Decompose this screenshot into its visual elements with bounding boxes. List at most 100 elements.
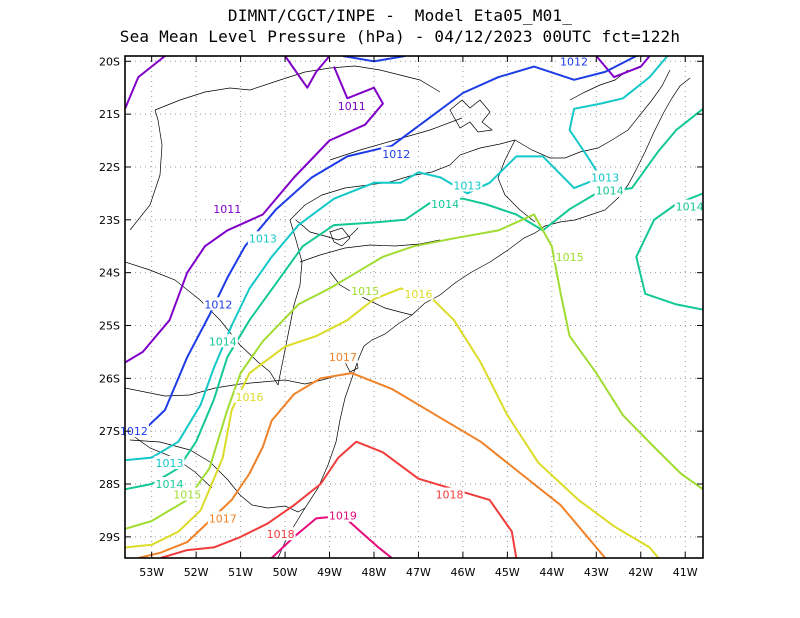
isobar-label-bg <box>430 196 461 210</box>
tick-label-y: 21S <box>99 108 120 121</box>
tick-label-y: 27S <box>99 425 120 438</box>
state-border-go-mg <box>249 65 441 93</box>
isobar-label-1013: 1013 <box>453 179 481 192</box>
isobar-label-bg <box>554 249 585 263</box>
isobar-label-bg <box>381 146 412 160</box>
isobar-label-bg <box>118 424 149 438</box>
isobar-label-1014: 1014 <box>431 198 459 211</box>
tick-label-y: 23S <box>99 214 120 227</box>
river-grande <box>329 117 463 161</box>
isobar-label-1014: 1014 <box>209 335 237 348</box>
tick-label-y: 28S <box>99 478 120 491</box>
tick-label-y: 24S <box>99 267 120 280</box>
tick-label-x: 44W <box>539 566 564 579</box>
tick-label-x: 43W <box>584 566 609 579</box>
tick-label-x: 45W <box>495 566 520 579</box>
tick-label-x: 52W <box>184 566 209 579</box>
tick-label-x: 50W <box>273 566 298 579</box>
isobar-1011 <box>125 66 384 364</box>
tick-label-y: 20S <box>99 55 120 68</box>
border-ms-sp <box>295 219 359 241</box>
isobar-label-1012: 1012 <box>560 55 588 68</box>
tick-label-x: 49W <box>317 566 342 579</box>
state-border-mg-rj <box>514 69 671 159</box>
isobar-1016 <box>125 287 660 558</box>
isobar-label-bg <box>327 350 358 364</box>
isobar-label-bg <box>594 183 625 197</box>
paraguay-border <box>125 261 279 386</box>
isobar-1015 <box>125 213 703 530</box>
isobar-1011 <box>284 56 331 89</box>
isobar-label-1015: 1015 <box>173 489 201 502</box>
isobar-1012 <box>125 56 637 435</box>
tick-label-y: 26S <box>99 372 120 385</box>
isobar-label-bg <box>452 178 483 192</box>
isobar-label-1015: 1015 <box>556 251 584 264</box>
tick-label-x: 41W <box>673 566 698 579</box>
border-parana-river <box>277 219 303 386</box>
state-border-pr-sc <box>189 372 351 396</box>
isobar-label-1014: 1014 <box>676 201 704 214</box>
coastline <box>411 77 691 316</box>
isobar-1011 <box>595 56 651 79</box>
isobar-label-1011: 1011 <box>338 100 366 113</box>
isobar-1018 <box>160 440 518 558</box>
river-tiete <box>299 239 441 263</box>
state-border-ms-go <box>154 87 251 111</box>
isobar-label-1013: 1013 <box>249 232 277 245</box>
isobar-label-bg <box>403 286 434 300</box>
isobar-label-1018: 1018 <box>436 489 464 502</box>
isobar-label-bg <box>590 170 621 184</box>
isobar-label-bg <box>207 334 238 348</box>
state-border-sp-rj <box>497 139 536 223</box>
isobar-label-bg <box>212 202 243 216</box>
tick-label-y: 29S <box>99 531 120 544</box>
tick-label-x: 42W <box>628 566 653 579</box>
chart-subtitle: Sea Mean Level Pressure (hPa) - 04/12/20… <box>119 27 681 46</box>
plot-frame <box>124 55 704 559</box>
isobar-label-1012: 1012 <box>382 148 410 161</box>
isobar-label-bg <box>247 231 278 245</box>
isobar-label-bg <box>154 477 185 491</box>
isobar-label-bg <box>265 527 296 541</box>
isobar-1013 <box>125 56 669 462</box>
isobar-label-bg <box>234 389 265 403</box>
tick-label-x: 47W <box>406 566 431 579</box>
argentina-border <box>125 387 191 397</box>
political-boundaries <box>125 65 691 558</box>
tick-label-x: 48W <box>362 566 387 579</box>
isobar-label-1015: 1015 <box>351 285 379 298</box>
state-border-mg-sp <box>289 139 516 221</box>
tick-label-x: 53W <box>139 566 164 579</box>
isobar-label-1018: 1018 <box>267 528 295 541</box>
tick-label-x: 51W <box>228 566 253 579</box>
isobar-label-bg <box>674 199 705 213</box>
isobar-label-1016: 1016 <box>235 391 263 404</box>
isobar-label-bg <box>203 297 234 311</box>
tick-label-y: 22S <box>99 161 120 174</box>
isobar-label-bg <box>350 284 381 298</box>
isobar-label-bg <box>336 99 367 113</box>
isobar-label-1012: 1012 <box>204 298 232 311</box>
isobar-1011 <box>125 56 166 110</box>
isobar-label-1012: 1012 <box>120 425 148 438</box>
tick-label-x: 46W <box>450 566 475 579</box>
isobar-label-1011: 1011 <box>213 203 241 216</box>
isobar-1017 <box>138 372 606 558</box>
isobar-label-1017: 1017 <box>209 512 237 525</box>
reservoir-sp <box>329 227 351 247</box>
border-west <box>129 109 163 231</box>
isobar-label-1014: 1014 <box>596 185 624 198</box>
mg-interior-border <box>569 69 629 101</box>
isobar-label-bg <box>559 54 590 68</box>
isobar-label-1016: 1016 <box>404 288 432 301</box>
isobar-lines <box>125 56 703 558</box>
isobar-label-bg <box>434 487 465 501</box>
axis-ticks: 53W 52W 51W 50W 49W 48W 47W 46W 45W 44W 43W 42W 41W 2… <box>99 55 703 579</box>
isobar-label-bg <box>172 487 203 501</box>
isobar-label-bg <box>154 455 185 469</box>
tick-label-y: 25S <box>99 319 120 332</box>
chart-title: DIMNT/CGCT/INPE - Model Eta05_M01_ <box>227 6 573 25</box>
isobar-label-1017: 1017 <box>329 351 357 364</box>
reservoir-mg <box>449 99 493 133</box>
